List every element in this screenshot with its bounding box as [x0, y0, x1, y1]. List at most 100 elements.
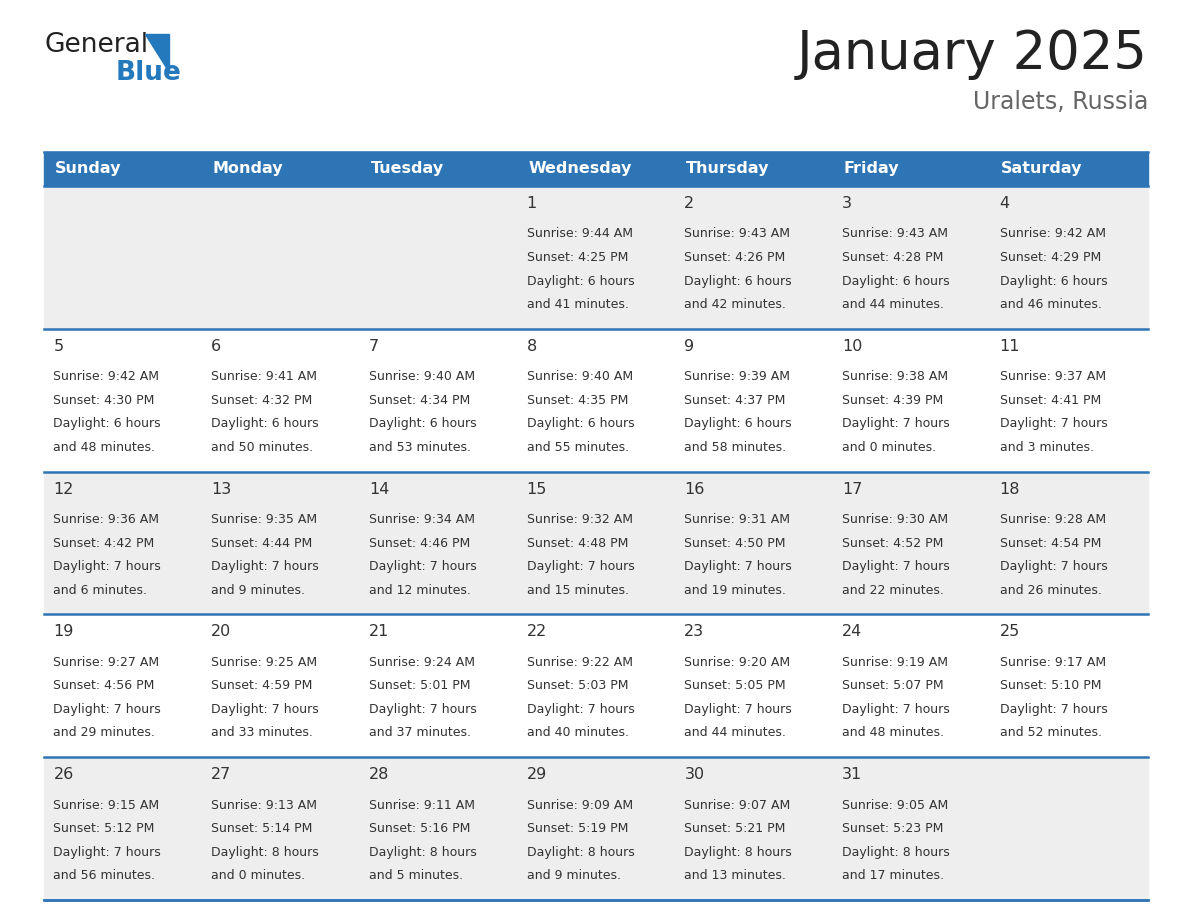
- Text: and 29 minutes.: and 29 minutes.: [53, 726, 156, 740]
- Text: Saturday: Saturday: [1001, 162, 1082, 176]
- Text: and 15 minutes.: and 15 minutes.: [526, 584, 628, 597]
- Text: Sunset: 4:44 PM: Sunset: 4:44 PM: [211, 537, 312, 550]
- Text: and 9 minutes.: and 9 minutes.: [526, 869, 620, 882]
- Text: 1: 1: [526, 196, 537, 211]
- Text: Daylight: 7 hours: Daylight: 7 hours: [842, 418, 949, 431]
- Text: Sunset: 4:25 PM: Sunset: 4:25 PM: [526, 251, 628, 264]
- Text: Daylight: 6 hours: Daylight: 6 hours: [211, 418, 318, 431]
- Text: Sunset: 4:46 PM: Sunset: 4:46 PM: [369, 537, 470, 550]
- Text: and 19 minutes.: and 19 minutes.: [684, 584, 786, 597]
- Text: General: General: [44, 32, 148, 58]
- Text: and 0 minutes.: and 0 minutes.: [842, 441, 936, 453]
- Text: and 22 minutes.: and 22 minutes.: [842, 584, 944, 597]
- Text: Sunrise: 9:22 AM: Sunrise: 9:22 AM: [526, 655, 632, 669]
- Text: and 41 minutes.: and 41 minutes.: [526, 298, 628, 311]
- Text: Wednesday: Wednesday: [529, 162, 632, 176]
- Text: Daylight: 7 hours: Daylight: 7 hours: [842, 703, 949, 716]
- Text: and 3 minutes.: and 3 minutes.: [1000, 441, 1094, 453]
- Text: Daylight: 7 hours: Daylight: 7 hours: [211, 560, 318, 573]
- Text: Daylight: 6 hours: Daylight: 6 hours: [53, 418, 162, 431]
- Text: Sunrise: 9:39 AM: Sunrise: 9:39 AM: [684, 370, 790, 383]
- Text: 20: 20: [211, 624, 232, 640]
- Text: Sunrise: 9:41 AM: Sunrise: 9:41 AM: [211, 370, 317, 383]
- Text: and 9 minutes.: and 9 minutes.: [211, 584, 305, 597]
- Text: 26: 26: [53, 767, 74, 782]
- Text: Sunset: 4:39 PM: Sunset: 4:39 PM: [842, 394, 943, 407]
- Text: Daylight: 7 hours: Daylight: 7 hours: [211, 703, 318, 716]
- Text: Sunset: 4:34 PM: Sunset: 4:34 PM: [369, 394, 470, 407]
- Text: and 37 minutes.: and 37 minutes.: [369, 726, 470, 740]
- Text: Sunset: 5:12 PM: Sunset: 5:12 PM: [53, 823, 154, 835]
- Text: 10: 10: [842, 339, 862, 353]
- Text: Sunrise: 9:38 AM: Sunrise: 9:38 AM: [842, 370, 948, 383]
- Text: 31: 31: [842, 767, 862, 782]
- Text: Daylight: 7 hours: Daylight: 7 hours: [369, 703, 476, 716]
- Text: Sunset: 4:50 PM: Sunset: 4:50 PM: [684, 537, 785, 550]
- Text: Daylight: 7 hours: Daylight: 7 hours: [53, 560, 162, 573]
- Text: Sunrise: 9:34 AM: Sunrise: 9:34 AM: [369, 513, 475, 526]
- Text: Sunrise: 9:42 AM: Sunrise: 9:42 AM: [53, 370, 159, 383]
- Text: and 13 minutes.: and 13 minutes.: [684, 869, 786, 882]
- Text: Daylight: 6 hours: Daylight: 6 hours: [684, 274, 792, 287]
- Bar: [44, 329, 1148, 472]
- Text: Sunset: 4:37 PM: Sunset: 4:37 PM: [684, 394, 785, 407]
- Text: 17: 17: [842, 482, 862, 497]
- Text: Sunrise: 9:13 AM: Sunrise: 9:13 AM: [211, 799, 317, 812]
- Text: Sunrise: 9:25 AM: Sunrise: 9:25 AM: [211, 655, 317, 669]
- Text: Daylight: 7 hours: Daylight: 7 hours: [1000, 560, 1107, 573]
- Text: Daylight: 6 hours: Daylight: 6 hours: [369, 418, 476, 431]
- Text: and 44 minutes.: and 44 minutes.: [684, 726, 786, 740]
- Text: and 48 minutes.: and 48 minutes.: [842, 726, 944, 740]
- Text: Sunrise: 9:07 AM: Sunrise: 9:07 AM: [684, 799, 790, 812]
- Text: Daylight: 7 hours: Daylight: 7 hours: [369, 560, 476, 573]
- Bar: [44, 757, 1148, 900]
- Text: 23: 23: [684, 624, 704, 640]
- Bar: [44, 472, 1148, 614]
- Text: Daylight: 8 hours: Daylight: 8 hours: [526, 845, 634, 858]
- Text: Sunrise: 9:35 AM: Sunrise: 9:35 AM: [211, 513, 317, 526]
- Text: 16: 16: [684, 482, 704, 497]
- Bar: [44, 152, 202, 186]
- Text: Sunrise: 9:43 AM: Sunrise: 9:43 AM: [842, 228, 948, 241]
- Text: 8: 8: [526, 339, 537, 353]
- Text: Sunrise: 9:11 AM: Sunrise: 9:11 AM: [369, 799, 475, 812]
- Text: and 0 minutes.: and 0 minutes.: [211, 869, 305, 882]
- Text: Sunrise: 9:30 AM: Sunrise: 9:30 AM: [842, 513, 948, 526]
- Text: Sunset: 4:35 PM: Sunset: 4:35 PM: [526, 394, 628, 407]
- Text: Sunrise: 9:28 AM: Sunrise: 9:28 AM: [1000, 513, 1106, 526]
- Text: Sunrise: 9:05 AM: Sunrise: 9:05 AM: [842, 799, 948, 812]
- Text: Daylight: 8 hours: Daylight: 8 hours: [369, 845, 476, 858]
- Bar: [44, 186, 1148, 329]
- Text: Sunset: 5:14 PM: Sunset: 5:14 PM: [211, 823, 312, 835]
- Text: 4: 4: [1000, 196, 1010, 211]
- Text: and 56 minutes.: and 56 minutes.: [53, 869, 156, 882]
- Text: Sunset: 5:01 PM: Sunset: 5:01 PM: [369, 679, 470, 692]
- Text: Sunrise: 9:40 AM: Sunrise: 9:40 AM: [369, 370, 475, 383]
- Bar: [44, 614, 1148, 757]
- Text: Sunrise: 9:37 AM: Sunrise: 9:37 AM: [1000, 370, 1106, 383]
- Text: and 42 minutes.: and 42 minutes.: [684, 298, 786, 311]
- Text: Sunset: 4:48 PM: Sunset: 4:48 PM: [526, 537, 628, 550]
- Text: Daylight: 7 hours: Daylight: 7 hours: [684, 560, 792, 573]
- Text: Sunrise: 9:40 AM: Sunrise: 9:40 AM: [526, 370, 633, 383]
- Text: Sunrise: 9:09 AM: Sunrise: 9:09 AM: [526, 799, 633, 812]
- Text: Sunrise: 9:19 AM: Sunrise: 9:19 AM: [842, 655, 948, 669]
- Text: Sunday: Sunday: [55, 162, 121, 176]
- Text: Daylight: 6 hours: Daylight: 6 hours: [842, 274, 949, 287]
- Text: Sunrise: 9:42 AM: Sunrise: 9:42 AM: [1000, 228, 1106, 241]
- Text: and 53 minutes.: and 53 minutes.: [369, 441, 470, 453]
- Text: Sunset: 5:07 PM: Sunset: 5:07 PM: [842, 679, 943, 692]
- Text: Sunrise: 9:24 AM: Sunrise: 9:24 AM: [369, 655, 475, 669]
- Text: Sunset: 4:56 PM: Sunset: 4:56 PM: [53, 679, 154, 692]
- Polygon shape: [145, 34, 169, 72]
- Text: 22: 22: [526, 624, 546, 640]
- Text: Sunrise: 9:31 AM: Sunrise: 9:31 AM: [684, 513, 790, 526]
- Text: Sunset: 4:26 PM: Sunset: 4:26 PM: [684, 251, 785, 264]
- Bar: [991, 152, 1148, 186]
- Text: Sunrise: 9:36 AM: Sunrise: 9:36 AM: [53, 513, 159, 526]
- Text: January 2025: January 2025: [797, 28, 1148, 80]
- Text: 21: 21: [369, 624, 390, 640]
- Text: Daylight: 8 hours: Daylight: 8 hours: [842, 845, 949, 858]
- Text: 9: 9: [684, 339, 695, 353]
- Text: Daylight: 7 hours: Daylight: 7 hours: [526, 703, 634, 716]
